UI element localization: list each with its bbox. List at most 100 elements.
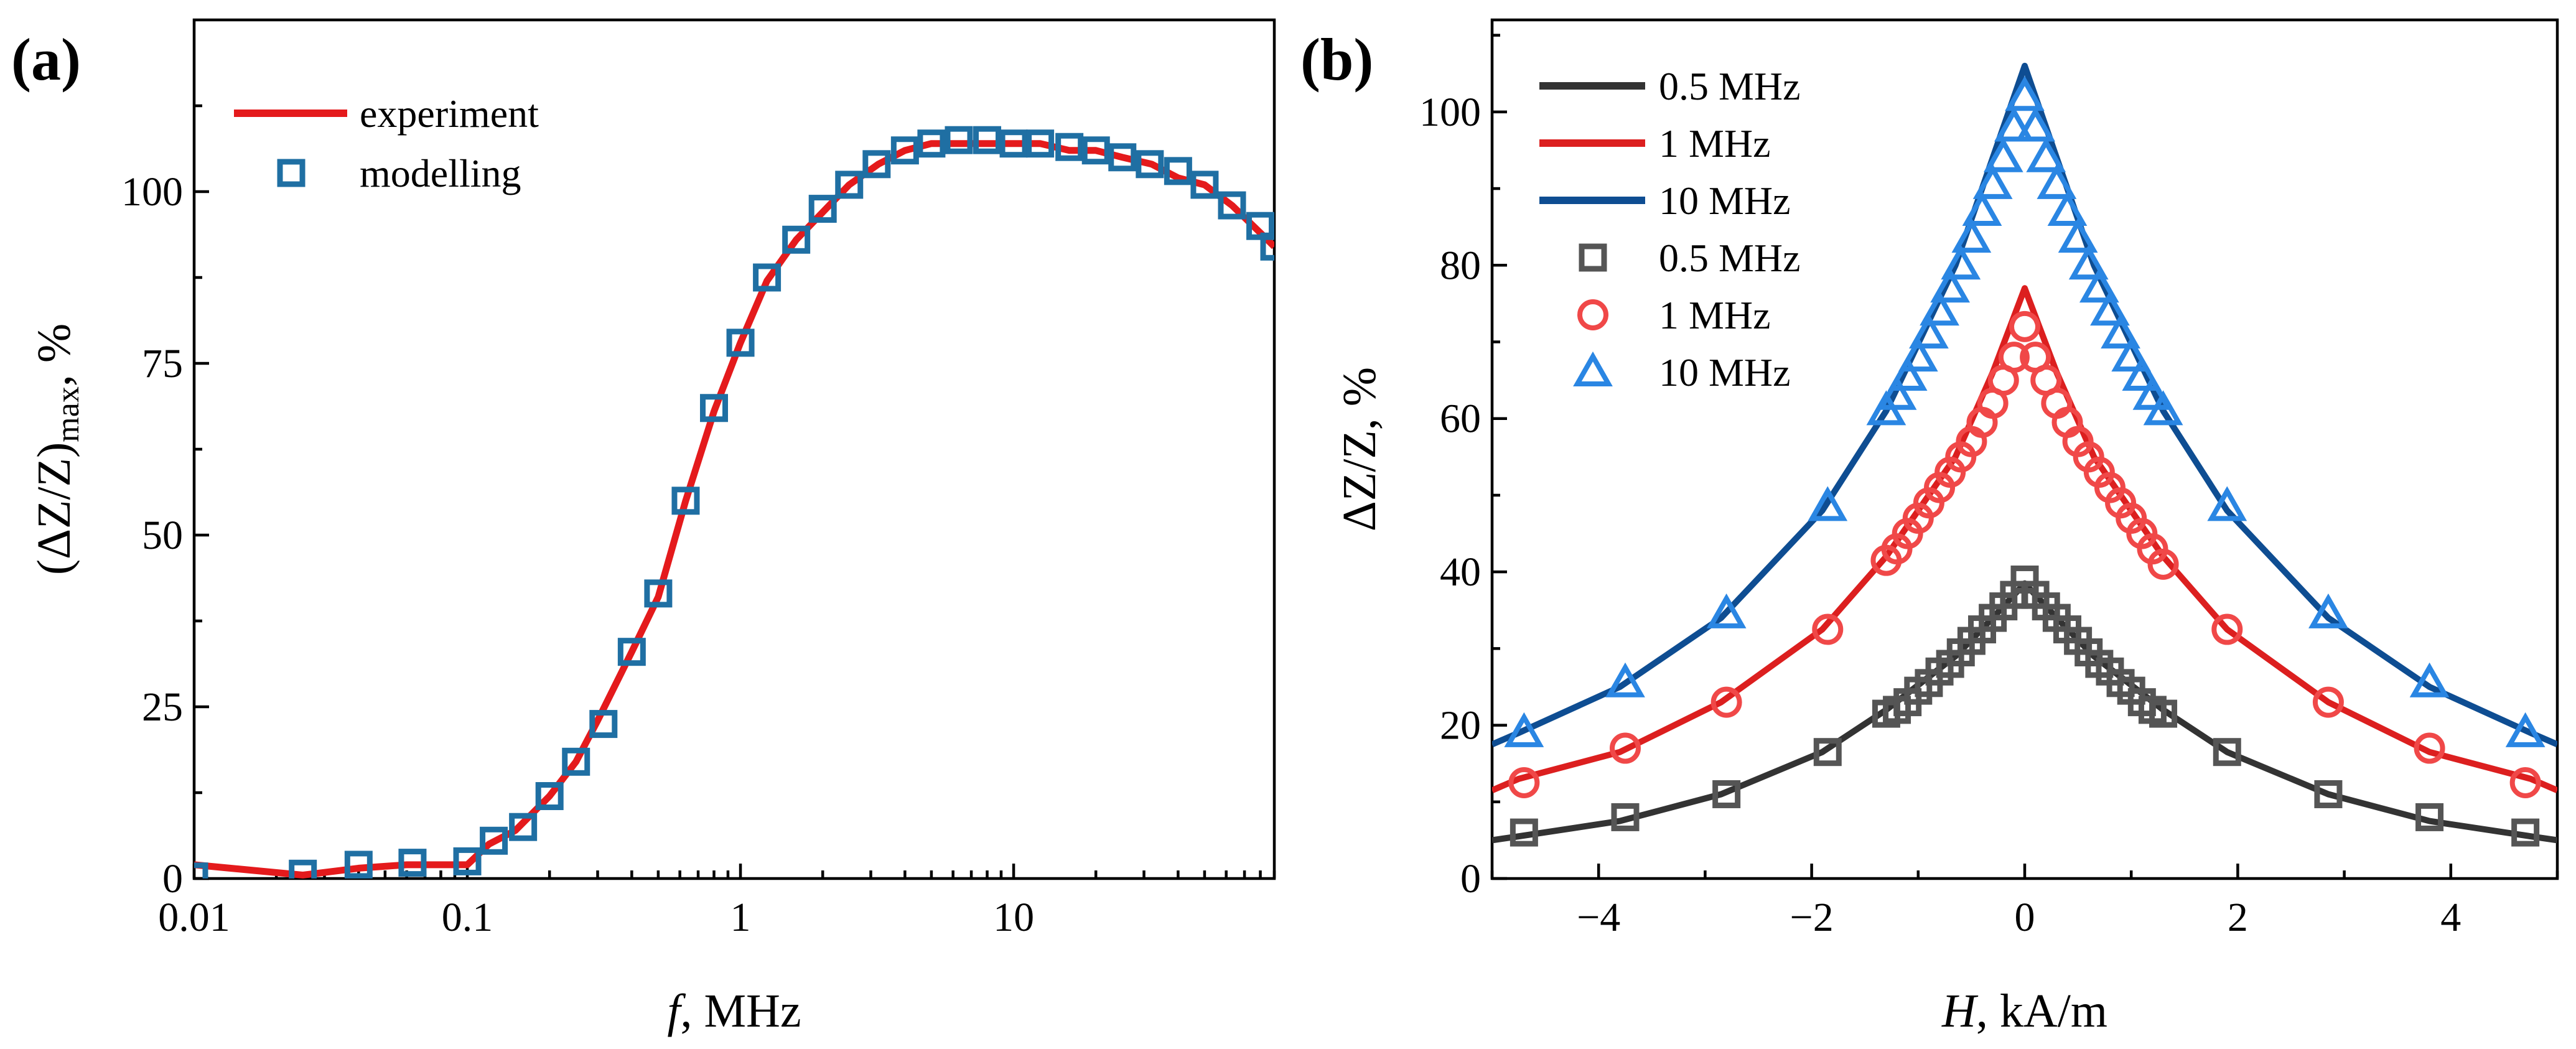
series-square-05MHz [1510, 565, 2540, 847]
triangle-marker [1983, 137, 2023, 172]
square-marker [1813, 738, 1842, 767]
legend-label: 0.5 MHz [1659, 64, 1801, 108]
panel-b-series [1492, 62, 2557, 847]
modelling-markers [194, 126, 1274, 879]
panel-a-x-tick-label: 10 [993, 895, 1034, 940]
legend-label: 10 MHz [1659, 350, 1791, 394]
panel-a-y-tick-label: 50 [142, 513, 183, 558]
panel-b-x-tick-label: 4 [2440, 895, 2461, 940]
legend-experiment-label: experiment [360, 91, 539, 136]
square-marker [1712, 780, 1741, 808]
triangle-marker [1951, 218, 1992, 253]
circle-marker [2147, 548, 2179, 580]
modelling-square-marker [726, 329, 755, 357]
series-line [1492, 62, 2557, 747]
circle-marker [1710, 686, 1742, 718]
modelling-square-marker [862, 150, 891, 179]
legend-modelling-square [277, 159, 306, 187]
panel-b-y-tick-label: 100 [1419, 90, 1481, 135]
modelling-square-marker [1081, 136, 1110, 165]
modelling-square-marker [1108, 143, 1137, 172]
triangle-marker [1808, 486, 1848, 521]
modelling-square-marker [644, 579, 673, 608]
modelling-square-marker [1164, 157, 1192, 185]
panel-a-letter: (a) [11, 26, 81, 93]
circle-marker [1508, 767, 1540, 798]
triangle-marker [2143, 390, 2183, 426]
panel-a-y-tick-label: 100 [121, 169, 183, 215]
triangle-marker [1898, 337, 1938, 372]
modelling-square-marker [835, 170, 864, 199]
panel-a-legend: experiment modelling [234, 91, 539, 195]
triangle-marker [1941, 245, 1981, 280]
series-line [1492, 285, 2557, 793]
panel-b-x-tick-label: −2 [1790, 895, 1833, 940]
panel-b-x-axis-label-var: H [1941, 985, 1979, 1037]
experiment-line [194, 140, 1274, 879]
series-circle-1MHz [1508, 310, 2541, 798]
circle-marker [2211, 613, 2243, 645]
square-marker [1611, 803, 1640, 831]
legend-square-swatch [1579, 243, 1607, 272]
square-marker [2511, 818, 2540, 847]
triangle-marker [1962, 190, 2002, 226]
modelling-square-marker [890, 136, 919, 165]
modelling-square-marker [753, 263, 782, 292]
panel-a-x-tick-label: 1 [730, 895, 751, 940]
panel-b-x-tick-label: −4 [1577, 895, 1620, 940]
series-line-10MHz [1492, 62, 2557, 747]
triangle-marker [2068, 245, 2109, 280]
panel-b-y-tick-label: 60 [1440, 396, 1481, 442]
square-marker [2415, 803, 2444, 831]
triangle-marker [2122, 355, 2162, 391]
triangle-marker [1994, 106, 2034, 142]
modelling-square-marker [398, 849, 427, 877]
circle-marker [2312, 686, 2344, 718]
modelling-square-marker [509, 813, 538, 841]
triangle-marker [1605, 662, 1645, 697]
modelling-square-marker [782, 225, 811, 254]
panel-a-series [194, 126, 1274, 879]
panel-b-y-tick-label: 40 [1440, 549, 1481, 595]
triangle-marker [2207, 486, 2247, 521]
circle-marker [2509, 767, 2541, 798]
modelling-square-marker [617, 638, 646, 666]
panel-b-x-tick-label: 0 [2015, 895, 2035, 940]
circle-marker [1610, 732, 1641, 764]
triangle-marker [1972, 164, 2013, 199]
series-line-05MHz [1492, 580, 2557, 844]
series-line [1492, 580, 2557, 844]
panel-a-x-tick-label: 0.01 [158, 895, 230, 940]
panel-b-y-tick-label: 80 [1440, 243, 1481, 288]
triangle-marker [2005, 76, 2045, 111]
panel-b-y-axis-label: ΔZ/Z, % [1333, 367, 1386, 531]
triangle-marker [2015, 106, 2055, 142]
legend-modelling-label: modelling [360, 151, 521, 195]
modelling-square-marker [671, 487, 700, 515]
panel-a-y-axis-label-tail: , % [28, 324, 80, 386]
panel-b-y-tick-label: 0 [1460, 856, 1481, 902]
panel-b-letter: (b) [1300, 26, 1373, 93]
triangle-marker [1909, 314, 1949, 349]
triangle-marker [2132, 375, 2173, 410]
legend-triangle-swatch [1573, 351, 1613, 386]
panel-a-y-tick-label: 75 [142, 341, 183, 386]
circle-marker [1812, 613, 1844, 645]
triangle-marker [2058, 218, 2098, 253]
legend-label: 1 MHz [1659, 121, 1771, 166]
modelling-square-marker [808, 195, 837, 223]
triangle-marker [2111, 337, 2152, 372]
triangle-marker [2079, 268, 2119, 303]
panel-b-y-tick-label: 20 [1440, 703, 1481, 748]
triangle-marker [1706, 593, 1747, 628]
square-marker [2314, 780, 2343, 808]
triangle-marker [2308, 593, 2348, 628]
modelling-square-marker [1190, 170, 1219, 199]
legend-label: 0.5 MHz [1659, 236, 1801, 280]
triangle-marker [2026, 137, 2066, 172]
